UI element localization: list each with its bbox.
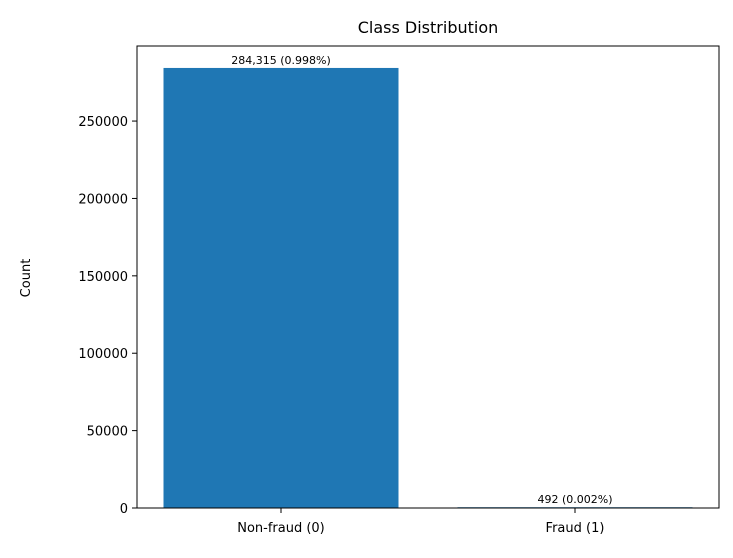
bar-data-label-1: 492 (0.002%)	[537, 493, 612, 506]
y-tick-label-1: 50000	[87, 425, 128, 440]
y-tick-label-3: 150000	[78, 270, 128, 285]
bar-0	[163, 67, 399, 508]
plot-frame	[136, 45, 720, 509]
x-tick-label-1: Fraud (1)	[546, 521, 605, 536]
plot-area: 284,315 (0.998%) 492 (0.002%) 0 50000 100000…	[78, 45, 720, 536]
y-tick-label-0: 0	[120, 502, 128, 517]
y-tick-label-5: 250000	[78, 115, 128, 130]
y-tick-label-2: 100000	[78, 347, 128, 362]
y-axis-label: Count	[19, 259, 34, 298]
bar-data-label-0: 284,315 (0.998%)	[231, 54, 331, 67]
x-tick-label-0: Non-fraud (0)	[237, 521, 325, 536]
y-tick-label-4: 200000	[78, 192, 128, 207]
chart-title: Class Distribution	[358, 18, 499, 37]
